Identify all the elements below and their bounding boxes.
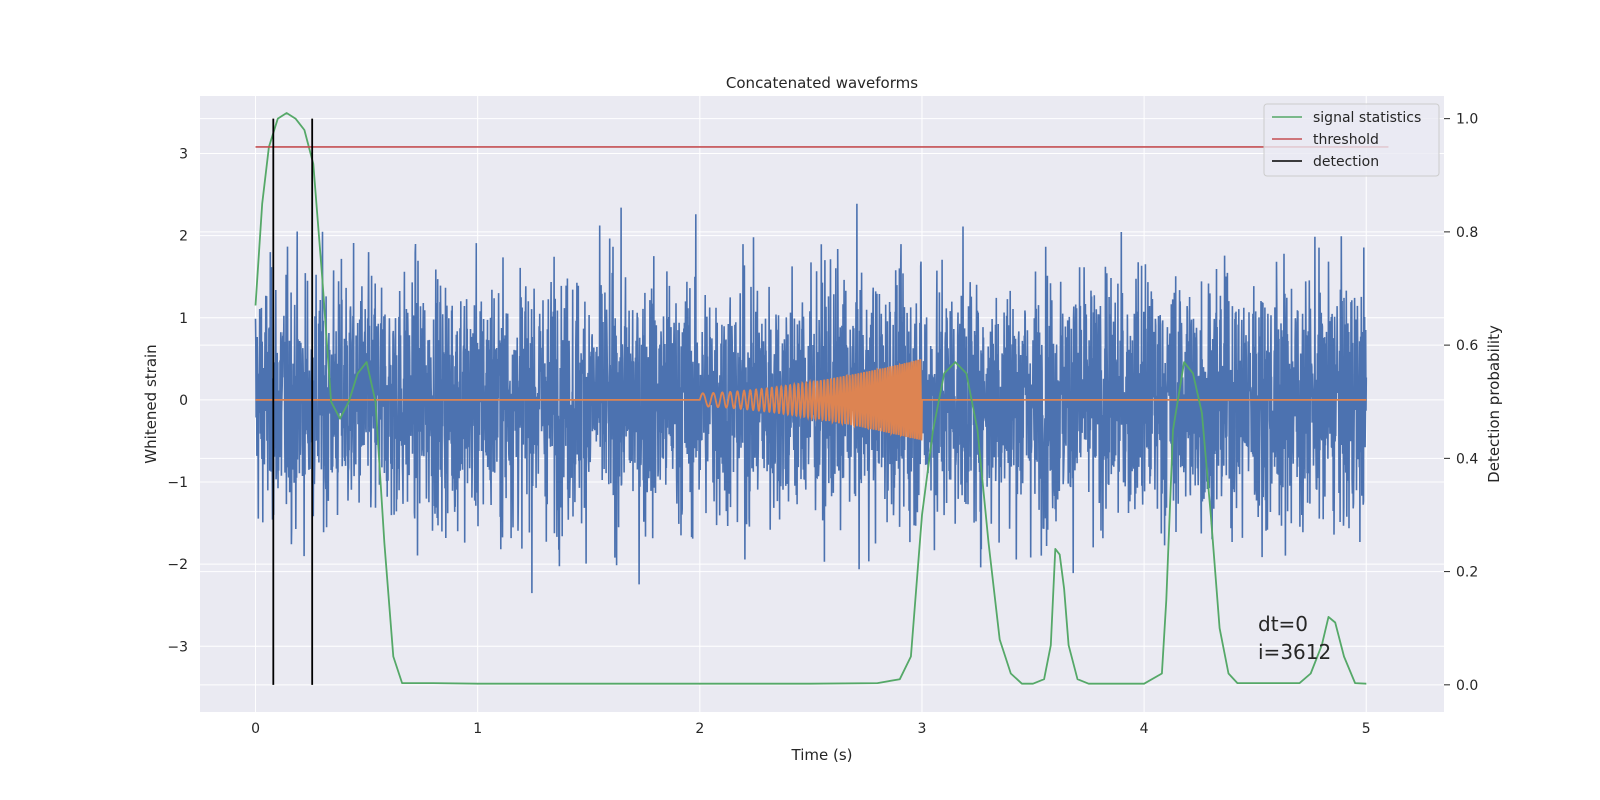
- y-tick-label: 0: [179, 393, 188, 409]
- chart-title: Concatenated waveforms: [726, 74, 918, 92]
- x-tick-label: 4: [1140, 721, 1149, 737]
- statistic-series: [254, 112, 1367, 685]
- chirp-series: [255, 359, 1367, 441]
- x-axis-ticks: 0 1 2 3 4 5: [251, 721, 1371, 737]
- x-axis-label: Time (s): [791, 746, 853, 764]
- y-tick-label: −3: [167, 639, 188, 655]
- annotation-dt: dt=0: [1258, 612, 1308, 636]
- legend-label-threshold: threshold: [1313, 132, 1379, 148]
- y-tick-label: −2: [167, 557, 188, 573]
- y-tick-label: 3: [179, 146, 188, 162]
- y2-axis-ticks: 0.0 0.2 0.4 0.6 0.8 1.0: [1444, 112, 1478, 694]
- y2-tick-label: 1.0: [1456, 112, 1478, 128]
- x-tick-label: 1: [473, 721, 482, 737]
- y-tick-label: −1: [167, 475, 188, 491]
- y2-tick-label: 0.0: [1456, 678, 1478, 694]
- y2-tick-label: 0.2: [1456, 565, 1478, 581]
- legend-box: [1263, 103, 1440, 177]
- x-tick-label: 0: [251, 721, 260, 737]
- y-axis-ticks: −3 −2 −1 0 1 2 3: [167, 146, 188, 655]
- statistic-line: [254, 112, 1367, 685]
- y2-tick-label: 0.4: [1456, 451, 1478, 467]
- y2-axis-label: Detection probability: [1485, 325, 1503, 483]
- legend-label-statistic: signal statistics: [1313, 110, 1421, 126]
- x-tick-label: 3: [918, 721, 927, 737]
- y2-tick-label: 0.6: [1456, 338, 1478, 354]
- y2-tick-label: 0.8: [1456, 225, 1478, 241]
- legend-label-detection: detection: [1313, 154, 1379, 170]
- x-tick-label: 2: [695, 721, 704, 737]
- annotation-index: i=3612: [1258, 640, 1331, 664]
- y-tick-label: 1: [179, 311, 188, 327]
- detection-series: [272, 118, 314, 685]
- y-tick-label: 2: [179, 229, 188, 245]
- legend: signal statistics threshold detection: [1263, 103, 1440, 177]
- chirp-line: [255, 359, 1367, 441]
- x-tick-label: 5: [1362, 721, 1371, 737]
- y-axis-label: Whitened strain: [142, 344, 160, 463]
